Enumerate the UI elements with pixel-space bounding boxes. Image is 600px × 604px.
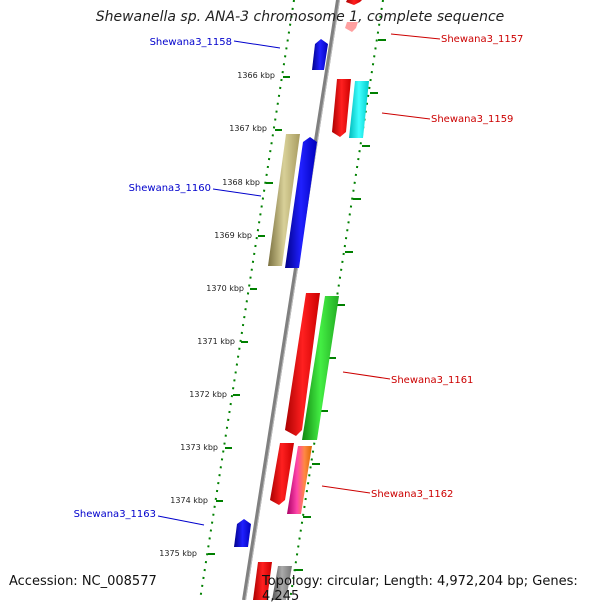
gene-shewana3-1161b[interactable] — [302, 296, 339, 440]
tick-label: 1371 kbp — [197, 337, 235, 346]
leader-line-1162 — [321, 485, 371, 494]
outer-track-right — [289, 0, 384, 601]
tick-label: 1375 kbp — [159, 549, 197, 558]
gene-shewana3-1158[interactable] — [312, 39, 328, 70]
tick-label: 1373 kbp — [180, 443, 218, 452]
leader-line-1159 — [381, 112, 431, 120]
tick-label: 1374 kbp — [170, 496, 208, 505]
gene-shewana3-1157-tail[interactable] — [345, 22, 358, 32]
tick-label: 1370 kbp — [206, 284, 244, 293]
gene-shewana3-1157[interactable] — [346, 0, 362, 5]
leader-line-1161 — [342, 371, 391, 380]
chromosome-backbone — [242, 0, 340, 601]
tick-label: 1368 kbp — [222, 178, 260, 187]
tick-label: 1369 kbp — [214, 231, 252, 240]
gene-shewana3-1163[interactable] — [234, 519, 251, 547]
gene-shewana3-1160b[interactable] — [285, 137, 317, 268]
gene-label-1162[interactable]: Shewana3_1162 — [371, 489, 453, 500]
gene-shewana3-1159a[interactable] — [332, 79, 351, 137]
gene-shewana3-1161a[interactable] — [285, 293, 320, 436]
gene-shewana3-1159b[interactable] — [349, 81, 369, 138]
leader-line-1163 — [157, 515, 205, 526]
gene-label-1161[interactable]: Shewana3_1161 — [391, 375, 473, 386]
gene-bottom-red[interactable] — [253, 562, 272, 600]
leader-line-1160 — [212, 188, 262, 197]
gene-label-1158[interactable]: Shewana3_1158 — [150, 37, 232, 48]
gene-bottom-gray[interactable] — [272, 566, 292, 600]
gene-shewana3-1160a[interactable] — [268, 134, 300, 266]
outer-track-left — [199, 0, 295, 601]
tick-label: 1366 kbp — [237, 71, 275, 80]
gene-label-1160[interactable]: Shewana3_1160 — [129, 183, 211, 194]
tick-label: 1367 kbp — [229, 124, 267, 133]
leader-line-1158 — [233, 40, 281, 49]
gene-label-1163[interactable]: Shewana3_1163 — [74, 509, 156, 520]
gene-shewana3-1162a[interactable] — [270, 443, 294, 505]
map-title: Shewanella sp. ANA-3 chromosome 1, compl… — [95, 9, 505, 25]
tick-label: 1372 kbp — [189, 390, 227, 399]
gene-label-1157[interactable]: Shewana3_1157 — [441, 34, 523, 45]
leader-line-1157 — [390, 33, 441, 40]
gene-label-1159[interactable]: Shewana3_1159 — [431, 114, 513, 125]
gene-shewana3-1162b[interactable] — [287, 446, 312, 514]
accession-text: Accession: NC_008577 — [9, 574, 157, 589]
